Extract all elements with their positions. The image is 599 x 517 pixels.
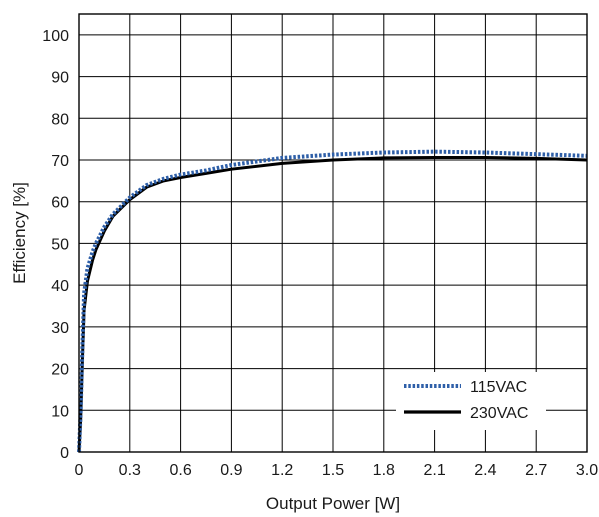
series-line-115vac xyxy=(77,149,588,453)
x-tick-label: 0.3 xyxy=(119,462,141,479)
x-tick-label: 2.4 xyxy=(474,462,496,479)
x-tick-label: 1.2 xyxy=(271,462,293,479)
y-tick-label: 40 xyxy=(51,278,69,295)
y-tick-label: 20 xyxy=(51,362,69,379)
x-tick-label: 0.9 xyxy=(220,462,242,479)
y-tick-label: 30 xyxy=(51,320,69,337)
legend-label-230vac: 230VAC xyxy=(470,405,528,422)
legend-label-115vac: 115VAC xyxy=(470,379,527,396)
x-axis-label: Output Power [W] xyxy=(266,494,400,513)
y-tick-label: 90 xyxy=(51,70,69,87)
y-tick-labels: 0 10 20 30 40 50 60 70 80 90 100 xyxy=(42,28,69,462)
y-tick-label: 0 xyxy=(60,445,69,462)
plot-frame xyxy=(78,13,588,453)
x-tick-label: 1.5 xyxy=(322,462,344,479)
x-tick-label: 0.6 xyxy=(169,462,191,479)
y-tick-label: 60 xyxy=(51,195,69,212)
x-tick-label: 3.0 xyxy=(576,462,598,479)
legend: 115VAC 230VAC xyxy=(396,372,546,430)
y-tick-label: 10 xyxy=(51,403,69,420)
y-tick-label: 100 xyxy=(42,28,69,45)
x-tick-labels: 0 0.3 0.6 0.9 1.2 1.5 1.8 2.1 2.4 2.7 3.0 xyxy=(75,462,599,479)
x-tick-label: 2.7 xyxy=(525,462,547,479)
y-axis-label: Efficiency [%] xyxy=(10,182,29,284)
legend-background xyxy=(396,372,546,430)
x-tick-label: 0 xyxy=(75,462,84,479)
series-lines xyxy=(77,149,588,453)
y-tick-label: 70 xyxy=(51,153,69,170)
x-tick-label: 1.8 xyxy=(373,462,395,479)
x-tick-label: 2.1 xyxy=(423,462,445,479)
y-tick-label: 80 xyxy=(51,111,69,128)
y-tick-label: 50 xyxy=(51,236,69,253)
